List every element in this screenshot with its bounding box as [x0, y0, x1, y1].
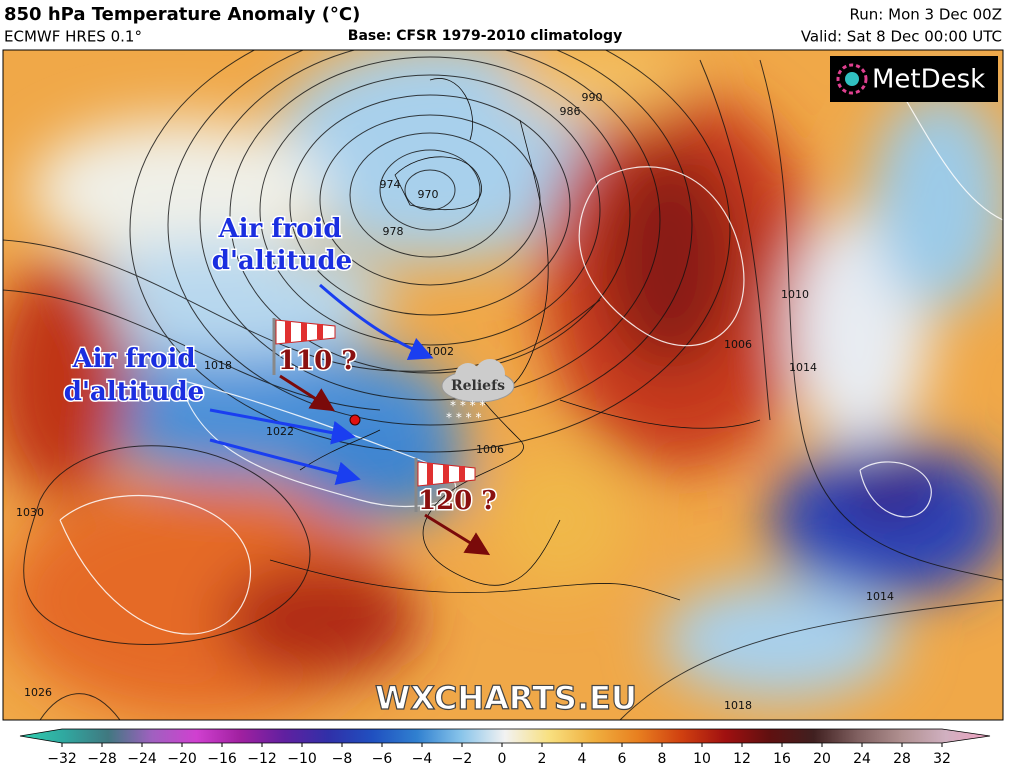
marker [349, 414, 361, 426]
contour-label: 978 [383, 225, 404, 238]
colorbar-tick-label: −24 [127, 751, 157, 767]
colorbar-tick-label: −20 [167, 751, 197, 767]
colorbar-tick-label: 4 [578, 751, 587, 767]
annotation: Air froid [217, 214, 341, 244]
colorbar-tick-label: 16 [773, 751, 791, 767]
annotation: d'altitude [212, 246, 352, 276]
colorbar-tick-label: −12 [247, 751, 277, 767]
coastlines [269, 78, 761, 601]
annotation: Air froid [71, 344, 195, 374]
arrow [424, 513, 491, 556]
arrow [209, 438, 361, 486]
base: Base: CFSR 1979-2010 climatology [348, 28, 622, 44]
wind-label: 120 ? [418, 486, 497, 516]
colorbar-tick-label: −6 [372, 751, 393, 767]
contour-label: 1014 [789, 361, 817, 374]
colorbar-tick-label: 8 [658, 751, 667, 767]
wind-label: 110 ? [278, 346, 357, 376]
colorbar-tick-label: 2 [538, 751, 547, 767]
colorbar-tick-label: −28 [87, 751, 117, 767]
contour-label: 970 [418, 188, 439, 201]
isobars [3, 50, 1003, 720]
svg-text:* * * *: * * * * [446, 411, 481, 425]
colorbar-tick-label: −8 [332, 751, 353, 767]
contour-label: 1006 [724, 338, 752, 351]
colorbar-tick-label: −16 [207, 751, 237, 767]
valid: Valid: Sat 8 Dec 00:00 UTC [801, 28, 1002, 46]
watermark: WXCHARTS.EU [375, 679, 637, 717]
contour-label: 1010 [781, 288, 809, 301]
cloud: * * * * * * * * [441, 359, 515, 425]
contour-label: 974 [380, 178, 401, 191]
contour-label: 1018 [204, 359, 232, 372]
colorbar-tick-label: 32 [933, 751, 951, 767]
contour-label: 1014 [866, 590, 894, 603]
logo-icon [836, 63, 868, 95]
windsock [272, 318, 336, 375]
windsock [414, 458, 476, 512]
arrow [209, 408, 356, 445]
colorbar-tick-label: 10 [693, 751, 711, 767]
colorbar-tick-label: −32 [47, 751, 77, 767]
contour-label: 1018 [724, 699, 752, 712]
colorbar: −32 −28 −24 −20 −16 −12 −10 −8 −6 −4 −2 0 2 4 6 8 10 12 16… [19, 728, 991, 767]
colorbar-tick-label: 28 [893, 751, 911, 767]
colorbar-tick-label: 12 [733, 751, 751, 767]
arrow [279, 374, 336, 412]
colorbar-tick-label: 20 [813, 751, 831, 767]
contour-label: 1006 [476, 443, 504, 456]
map-frame [2, 49, 1004, 721]
colorbar-tick-label: −2 [452, 751, 473, 767]
anomaly-contours [59, 89, 1003, 635]
title: 850 hPa Temperature Anomaly (°C) [4, 4, 360, 25]
colorbar-tick-label: 0 [498, 751, 507, 767]
colorbar-tick-label: 24 [853, 751, 871, 767]
model: ECMWF HRES 0.1° [4, 28, 142, 46]
contour-label: 986 [560, 105, 581, 118]
run: Run: Mon 3 Dec 00Z [850, 6, 1002, 24]
arrow [319, 283, 434, 361]
svg-text:* * * *: * * * * [450, 399, 485, 413]
contour-label: 1002 [426, 345, 454, 358]
colorbar-tick-label: 6 [618, 751, 627, 767]
colorbar-tick-label: −10 [287, 751, 317, 767]
contour-label: 1022 [266, 425, 294, 438]
logo: MetDesk [872, 65, 985, 95]
annotation: d'altitude [64, 377, 204, 407]
reliefs-label: Reliefs [451, 378, 505, 394]
contour-label: 1026 [24, 686, 52, 699]
colorbar-tick-label: −4 [412, 751, 433, 767]
contour-label: 990 [582, 91, 603, 104]
colorbar-bar [19, 728, 991, 744]
contour-label: 1030 [16, 506, 44, 519]
